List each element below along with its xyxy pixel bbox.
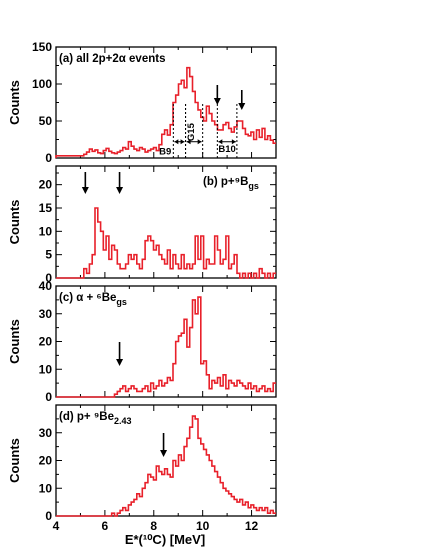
y-axis-label: Counts (7, 80, 22, 125)
panel-1: 0 50 100 150 Counts B9 G15 B10 (a) all 2p+2α eve… (7, 40, 277, 165)
band-label: B10 (218, 144, 235, 155)
peak-arrowhead (213, 98, 221, 105)
y-tick-label: 0 (45, 509, 52, 523)
y-tick-label: 20 (39, 335, 53, 349)
x-tick-label: 6 (102, 519, 109, 533)
y-axis-label: Counts (7, 319, 22, 364)
y-tick-label: 40 (39, 279, 53, 293)
y-tick-label: 100 (32, 77, 52, 91)
histogram-series (56, 207, 276, 279)
histogram-series (56, 296, 276, 398)
y-tick-label: 10 (39, 224, 53, 238)
x-tick-label: 10 (196, 519, 210, 533)
band-arrowhead (197, 139, 202, 145)
panel-label: (d) p+ ⁹Be2.43 (59, 411, 132, 426)
peak-arrowhead (116, 187, 124, 194)
peak-arrowhead (116, 359, 124, 366)
panel-label: (c) α + ⁶Begs (59, 292, 127, 307)
band-arrowhead (186, 139, 191, 145)
band-arrowhead (180, 139, 185, 145)
y-tick-label: 0 (45, 151, 52, 165)
y-tick-label: 20 (39, 454, 53, 468)
histogram-series (55, 66, 276, 158)
y-tick-label: 5 (45, 248, 52, 262)
y-tick-label: 150 (32, 40, 52, 54)
y-tick-label: 10 (39, 362, 53, 376)
x-tick-label: 12 (245, 519, 259, 533)
x-axis-label: E*(¹⁰C) [MeV] (125, 532, 205, 547)
y-tick-label: 0 (45, 390, 52, 404)
band-label: B9 (159, 146, 171, 157)
panel-2: 0 5 10 15 20 Counts (b) p+⁹Bgs (7, 165, 277, 285)
band-arrowhead (231, 139, 236, 145)
histogram-series (56, 415, 276, 517)
band-arrowhead (218, 139, 223, 145)
x-tick-label: 4 (53, 519, 60, 533)
plot-frame (55, 165, 277, 279)
panel-3: 0 10 20 30 40 Counts (c) α + ⁶Begs (7, 279, 277, 404)
band-arrowhead (174, 139, 179, 145)
y-tick-label: 30 (39, 307, 53, 321)
y-axis-label: Counts (7, 200, 22, 245)
y-tick-label: 30 (39, 426, 53, 440)
peak-arrowhead (160, 450, 168, 457)
panel-label: (b) p+⁹Bgs (203, 176, 259, 191)
panel-label: (a) all 2p+2α events (59, 53, 165, 65)
y-tick-label: 50 (39, 114, 53, 128)
y-tick-label: 20 (39, 178, 53, 192)
y-tick-label: 15 (39, 201, 53, 215)
peak-arrowhead (81, 187, 89, 194)
x-tick-label: 8 (150, 519, 157, 533)
panel-4: 0 10 20 30 4 6 8 10 12 Counts (d) p+ ⁹Be2.43 (7, 404, 277, 533)
band-label: G15 (186, 122, 197, 141)
y-axis-label: Counts (7, 438, 22, 483)
y-tick-label: 10 (39, 481, 53, 495)
peak-arrowhead (238, 103, 246, 110)
y-tick-label: 0 (45, 271, 52, 285)
